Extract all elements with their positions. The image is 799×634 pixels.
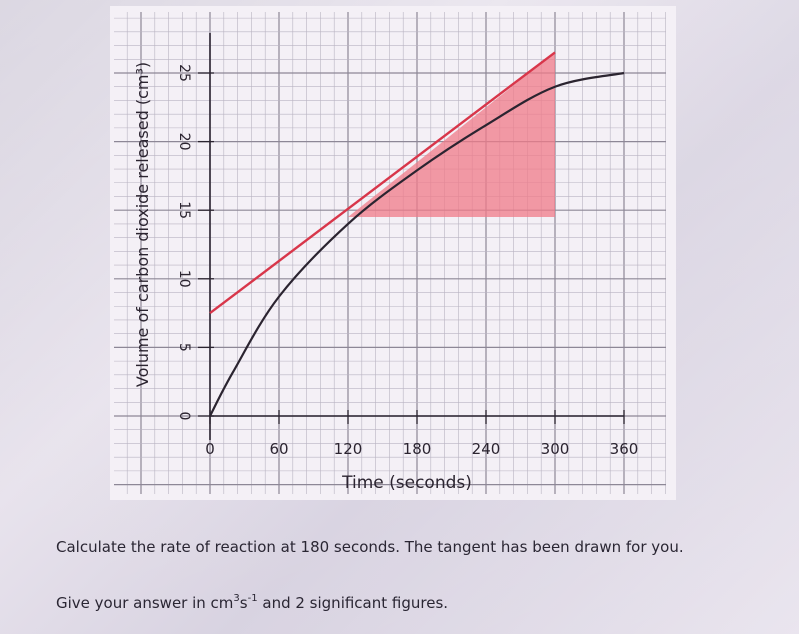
rate-graph: 0 60 120 180 240 300 360 0 5 10 15 20 25 Time (second… bbox=[114, 12, 666, 494]
y-tick-label: 5 bbox=[176, 343, 192, 352]
x-tick-label: 240 bbox=[472, 440, 501, 458]
y-tick-label: 15 bbox=[176, 201, 192, 219]
unit-s: s bbox=[239, 594, 248, 612]
co2-volume-curve bbox=[209, 71, 625, 417]
x-axis-label: Time (seconds) bbox=[341, 473, 472, 493]
y-axis-label: Volume of carbon dioxide released (cm³) bbox=[133, 62, 152, 387]
x-tick-label: 120 bbox=[334, 440, 363, 458]
chart-panel: 0 60 120 180 240 300 360 0 5 10 15 20 25 Time (second… bbox=[110, 6, 676, 500]
x-tick-label: 180 bbox=[403, 440, 432, 458]
y-tick-label: 25 bbox=[176, 64, 192, 82]
instruction-pre: Give your answer in cm bbox=[56, 594, 234, 612]
answer-instruction: Give your answer in cm3s-1 and 2 signifi… bbox=[56, 592, 448, 614]
y-tick-label: 0 bbox=[176, 412, 192, 421]
instruction-post: and 2 significant figures. bbox=[257, 594, 449, 612]
question-text: Calculate the rate of reaction at 180 se… bbox=[56, 536, 756, 558]
unit-sup-3: 3 bbox=[233, 593, 240, 604]
x-tick-label: 60 bbox=[269, 440, 288, 458]
x-tick-label: 360 bbox=[610, 440, 639, 458]
unit-sup-neg1: -1 bbox=[247, 593, 258, 604]
question-line1: Calculate the rate of reaction at 180 se… bbox=[56, 538, 684, 556]
tangent-triangle bbox=[348, 52, 555, 218]
x-tick-label: 300 bbox=[541, 440, 570, 458]
x-tick-label: 0 bbox=[205, 440, 215, 458]
y-tick-label: 20 bbox=[176, 133, 192, 151]
y-tick-label: 10 bbox=[176, 270, 192, 288]
tangent-line bbox=[209, 51, 556, 315]
